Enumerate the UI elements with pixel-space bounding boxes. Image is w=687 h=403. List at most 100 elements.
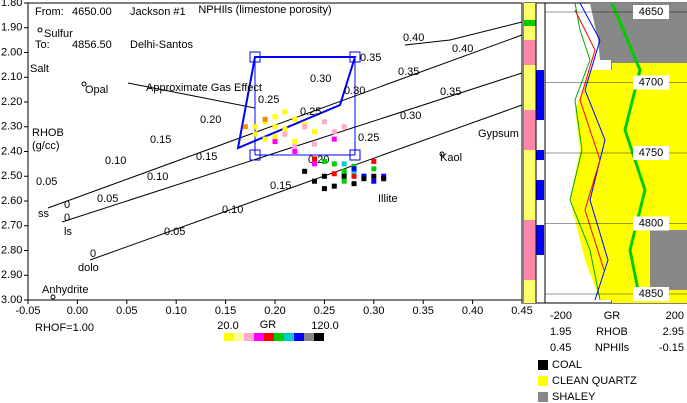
y-tick-label: 2.70 bbox=[1, 220, 22, 232]
annotation: 0.30 bbox=[344, 85, 365, 97]
point bbox=[341, 161, 347, 167]
point bbox=[331, 183, 337, 189]
annotation: 0.05 bbox=[164, 226, 185, 238]
point bbox=[312, 156, 318, 162]
to-label: To: bbox=[35, 39, 50, 51]
gr-color bbox=[284, 333, 294, 341]
point bbox=[272, 124, 278, 130]
annotation: 0.35 bbox=[398, 66, 419, 78]
annotation: 0.15 bbox=[270, 180, 291, 192]
annotation: Sulfur bbox=[44, 28, 73, 40]
point bbox=[361, 176, 367, 182]
annotation: dolo bbox=[78, 262, 99, 274]
annotation: Illite bbox=[378, 193, 398, 205]
gr-color bbox=[244, 333, 254, 341]
annotation: Anhydrite bbox=[42, 284, 88, 296]
point bbox=[312, 129, 318, 135]
annotation: 0.10 bbox=[222, 204, 243, 216]
mineral-point bbox=[50, 294, 56, 300]
annotation: Opal bbox=[85, 84, 108, 96]
field: Delhi-Santos bbox=[130, 39, 193, 51]
point bbox=[341, 124, 347, 130]
legend-swatch bbox=[538, 392, 548, 402]
annotation: Approximate Gas Effect bbox=[146, 82, 262, 94]
point bbox=[321, 119, 327, 125]
x-tick-label: 0.15 bbox=[215, 305, 236, 317]
x-tick-label: -0.05 bbox=[15, 305, 40, 317]
depth-label: 4700 bbox=[639, 76, 663, 88]
header: From: 4650.00 Jackson #1 To: 4856.50 Del… bbox=[32, 4, 339, 334]
x-tick-label: 0.45 bbox=[511, 305, 532, 317]
x-tick-label: 0.40 bbox=[462, 305, 483, 317]
annotation: 0.05 bbox=[97, 193, 118, 205]
point bbox=[292, 139, 298, 145]
point bbox=[331, 161, 337, 167]
scale-label: 1.95 bbox=[550, 326, 571, 338]
scale-label: 0.45 bbox=[550, 342, 571, 354]
annotation: ls bbox=[64, 226, 72, 238]
point bbox=[262, 136, 268, 142]
mineral-point bbox=[37, 27, 43, 33]
annotation: 0.40 bbox=[403, 32, 424, 44]
x-tick-label: 0.00 bbox=[67, 305, 88, 317]
point bbox=[371, 173, 377, 179]
x-tick-label: 0.35 bbox=[412, 305, 433, 317]
point bbox=[321, 158, 327, 164]
annotation: 0.25 bbox=[358, 132, 379, 144]
y-tick-label: 2.60 bbox=[1, 195, 22, 207]
point bbox=[341, 173, 347, 179]
point bbox=[371, 178, 377, 184]
point bbox=[292, 144, 298, 150]
gr-color bbox=[294, 333, 304, 341]
point bbox=[282, 126, 288, 132]
annotation: 0.25 bbox=[258, 94, 279, 106]
point bbox=[262, 116, 268, 122]
x-tick-label: 0.25 bbox=[314, 305, 335, 317]
point bbox=[321, 186, 327, 192]
point bbox=[351, 166, 357, 172]
point bbox=[321, 173, 327, 179]
rhof: RHOF=1.00 bbox=[35, 322, 94, 334]
y-tick-label: 2.40 bbox=[1, 145, 22, 157]
scale-label: RHOB bbox=[596, 326, 628, 338]
scale-label: NPHIls bbox=[595, 342, 630, 354]
plot-frame bbox=[27, 2, 523, 301]
annotation: 0.05 bbox=[36, 176, 57, 188]
point bbox=[351, 181, 357, 187]
depth-label: 4850 bbox=[639, 288, 663, 300]
point bbox=[312, 178, 318, 184]
annotation: 0.10 bbox=[147, 171, 168, 183]
legend-swatch bbox=[538, 360, 548, 370]
gr-scale-label: GR bbox=[260, 319, 277, 331]
depth-box bbox=[633, 287, 669, 301]
annotation: 0.30 bbox=[310, 73, 331, 85]
depth-label: 4650 bbox=[639, 6, 663, 18]
scale-label: 2.95 bbox=[663, 326, 684, 338]
point bbox=[371, 158, 377, 164]
annotation: 0.10 bbox=[105, 155, 126, 167]
annotation: Kaol bbox=[440, 152, 462, 164]
point bbox=[302, 168, 308, 174]
annotation: 0.15 bbox=[150, 134, 171, 146]
y-tick-label: 2.90 bbox=[1, 269, 22, 281]
point bbox=[381, 176, 387, 182]
annotation: Salt bbox=[30, 63, 49, 75]
gas-effect-box bbox=[236, 51, 361, 161]
depth-label: 4800 bbox=[639, 217, 663, 229]
y-tick-label: 1.90 bbox=[1, 22, 22, 34]
point bbox=[331, 136, 337, 142]
well: Jackson #1 bbox=[130, 6, 186, 18]
gr-color bbox=[254, 333, 264, 341]
x-tick-label: 0.30 bbox=[363, 305, 384, 317]
point bbox=[292, 116, 298, 122]
point bbox=[272, 139, 278, 145]
y-label: RHOB bbox=[32, 127, 64, 139]
gr-color bbox=[264, 333, 274, 341]
depth-box bbox=[633, 146, 669, 160]
annotation: ss bbox=[38, 208, 50, 220]
point bbox=[252, 124, 258, 130]
point bbox=[282, 131, 288, 137]
annotation: 0.35 bbox=[440, 86, 461, 98]
from-value: 4650.00 bbox=[72, 6, 112, 18]
annotation: 0.25 bbox=[300, 106, 321, 118]
